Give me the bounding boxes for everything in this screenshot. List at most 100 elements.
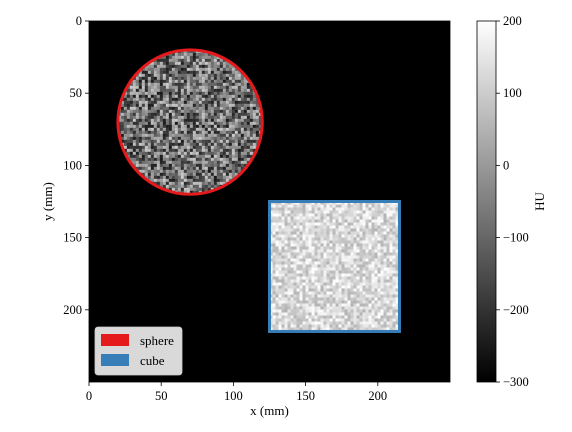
- noise-pixel: [163, 182, 166, 185]
- noise-pixel: [333, 265, 336, 268]
- noise-pixel: [357, 223, 360, 226]
- noise-pixel: [369, 259, 372, 262]
- noise-pixel: [357, 205, 360, 208]
- noise-pixel: [366, 307, 369, 310]
- noise-pixel: [136, 89, 139, 92]
- noise-pixel: [148, 77, 151, 80]
- noise-pixel: [345, 271, 348, 274]
- noise-pixel: [330, 304, 333, 307]
- noise-pixel: [342, 262, 345, 265]
- noise-pixel: [169, 182, 172, 185]
- noise-pixel: [363, 274, 366, 277]
- noise-pixel: [250, 140, 253, 143]
- noise-pixel: [288, 208, 291, 211]
- noise-pixel: [190, 116, 193, 119]
- noise-pixel: [285, 274, 288, 277]
- noise-pixel: [375, 262, 378, 265]
- noise-pixel: [238, 86, 241, 89]
- noise-pixel: [187, 164, 190, 167]
- noise-pixel: [336, 313, 339, 316]
- noise-pixel: [142, 119, 145, 122]
- noise-pixel: [244, 83, 247, 86]
- noise-pixel: [190, 155, 193, 158]
- noise-pixel: [351, 220, 354, 223]
- noise-pixel: [166, 158, 169, 161]
- noise-pixel: [375, 289, 378, 292]
- noise-pixel: [330, 220, 333, 223]
- noise-pixel: [393, 241, 396, 244]
- noise-pixel: [193, 131, 196, 134]
- noise-pixel: [282, 226, 285, 229]
- noise-pixel: [384, 214, 387, 217]
- noise-pixel: [363, 226, 366, 229]
- noise-pixel: [208, 89, 211, 92]
- noise-pixel: [327, 268, 330, 271]
- noise-pixel: [279, 253, 282, 256]
- noise-pixel: [393, 280, 396, 283]
- noise-pixel: [199, 110, 202, 113]
- noise-pixel: [369, 238, 372, 241]
- noise-pixel: [217, 179, 220, 182]
- noise-pixel: [306, 253, 309, 256]
- noise-pixel: [333, 280, 336, 283]
- noise-pixel: [193, 71, 196, 74]
- noise-pixel: [205, 89, 208, 92]
- noise-pixel: [330, 268, 333, 271]
- noise-pixel: [315, 301, 318, 304]
- noise-pixel: [148, 101, 151, 104]
- noise-pixel: [187, 128, 190, 131]
- noise-pixel: [324, 265, 327, 268]
- noise-pixel: [351, 247, 354, 250]
- noise-pixel: [202, 62, 205, 65]
- noise-pixel: [351, 292, 354, 295]
- noise-pixel: [312, 229, 315, 232]
- noise-pixel: [333, 244, 336, 247]
- noise-pixel: [235, 113, 238, 116]
- noise-pixel: [169, 119, 172, 122]
- noise-pixel: [190, 182, 193, 185]
- noise-pixel: [330, 229, 333, 232]
- noise-pixel: [193, 62, 196, 65]
- x-tick-label: 150: [296, 389, 315, 403]
- noise-pixel: [288, 307, 291, 310]
- noise-pixel: [315, 226, 318, 229]
- noise-pixel: [294, 292, 297, 295]
- noise-pixel: [169, 167, 172, 170]
- colorbar-gradient: [477, 21, 496, 382]
- noise-pixel: [235, 116, 238, 119]
- noise-pixel: [318, 226, 321, 229]
- noise-pixel: [178, 116, 181, 119]
- noise-pixel: [336, 289, 339, 292]
- noise-pixel: [309, 286, 312, 289]
- noise-pixel: [294, 310, 297, 313]
- noise-pixel: [288, 247, 291, 250]
- noise-pixel: [166, 71, 169, 74]
- noise-pixel: [163, 110, 166, 113]
- noise-pixel: [378, 307, 381, 310]
- noise-pixel: [139, 104, 142, 107]
- noise-pixel: [348, 256, 351, 259]
- noise-pixel: [178, 83, 181, 86]
- noise-pixel: [312, 319, 315, 322]
- noise-pixel: [208, 134, 211, 137]
- noise-pixel: [339, 322, 342, 325]
- noise-pixel: [217, 116, 220, 119]
- noise-pixel: [342, 211, 345, 214]
- noise-pixel: [315, 208, 318, 211]
- noise-pixel: [345, 253, 348, 256]
- noise-pixel: [148, 89, 151, 92]
- noise-pixel: [145, 74, 148, 77]
- noise-pixel: [384, 271, 387, 274]
- noise-pixel: [166, 113, 169, 116]
- noise-pixel: [390, 277, 393, 280]
- noise-pixel: [351, 319, 354, 322]
- noise-pixel: [127, 143, 130, 146]
- noise-pixel: [145, 137, 148, 140]
- noise-pixel: [166, 164, 169, 167]
- noise-pixel: [148, 80, 151, 83]
- noise-pixel: [339, 304, 342, 307]
- noise-pixel: [336, 262, 339, 265]
- noise-pixel: [193, 146, 196, 149]
- noise-pixel: [154, 95, 157, 98]
- colorbar-tick-label: 200: [503, 14, 522, 28]
